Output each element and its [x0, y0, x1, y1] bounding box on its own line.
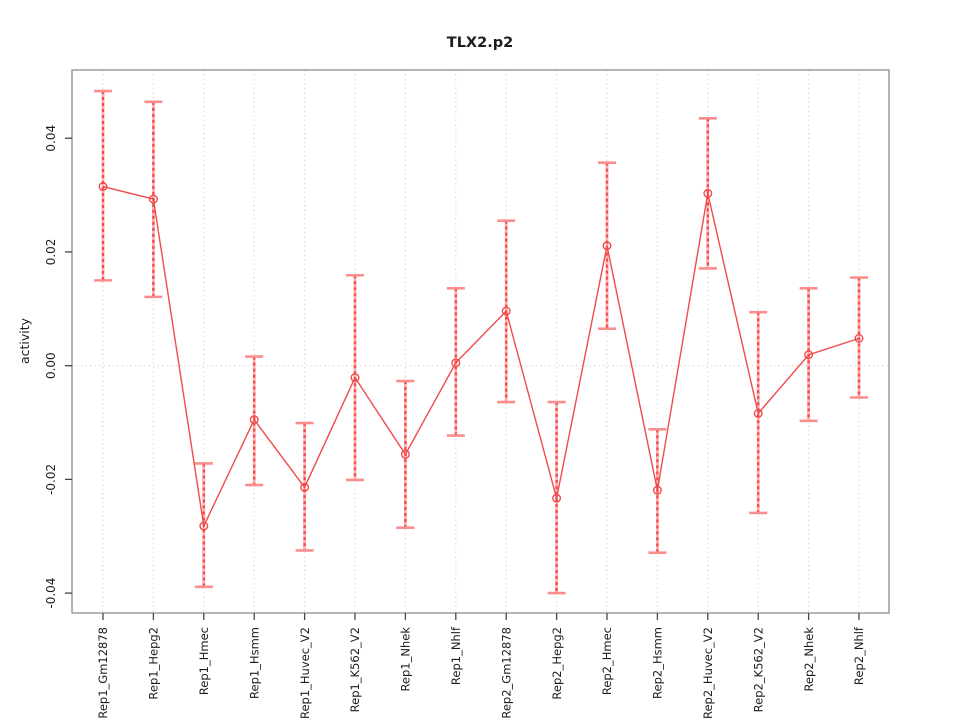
y-axis-label: activity: [17, 317, 32, 364]
x-category-label: Rep1_K562_V2: [348, 627, 362, 712]
x-category-label: Rep2_Nhlf: [852, 626, 866, 685]
data-point-marker: [501, 306, 511, 316]
data-point-marker: [199, 521, 209, 531]
y-tick-label: -0.04: [44, 578, 58, 609]
data-point-marker: [98, 182, 108, 192]
data-point-marker: [249, 415, 259, 425]
data-point-marker: [300, 482, 310, 492]
data-point-marker: [804, 350, 814, 360]
x-category-label: Rep1_Gm12878: [96, 627, 110, 719]
x-category-label: Rep2_Gm12878: [499, 627, 513, 719]
x-category-label: Rep2_Hepg2: [550, 627, 564, 700]
x-category-label: Rep1_Hmec: [197, 627, 211, 695]
x-category-label: Rep1_Huvec_V2: [298, 627, 312, 719]
data-point-marker: [350, 373, 360, 383]
data-point-marker: [602, 241, 612, 251]
chart-title: TLX2.p2: [447, 35, 513, 51]
x-category-label: Rep1_Nhlf: [449, 626, 463, 685]
data-point-marker: [854, 333, 864, 343]
data-point-marker: [400, 449, 410, 459]
x-category-label: Rep2_Huvec_V2: [701, 627, 715, 719]
data-point-marker: [552, 493, 562, 503]
data-point-marker: [652, 485, 662, 495]
data-point-marker: [148, 194, 158, 204]
series-line: [102, 185, 860, 529]
data-point-marker: [753, 408, 763, 418]
y-tick-label: -0.02: [44, 464, 58, 495]
y-tick-label: 0.04: [44, 125, 58, 152]
x-category-label: Rep1_Hepg2: [147, 627, 161, 700]
plot-layer: -0.04 -0.02 0.00 0.02 0.04 Rep1_Gm12878 Rep1_H…: [44, 69, 890, 719]
data-point-marker: [451, 358, 461, 368]
data-point-marker: [703, 188, 713, 198]
x-category-label: Rep2_Hsmm: [651, 627, 665, 699]
x-category-label: Rep2_Hmec: [600, 627, 614, 695]
y-tick-label: 0.02: [44, 239, 58, 266]
plot-frame: [71, 69, 890, 614]
x-category-label: Rep2_Nhek: [802, 627, 816, 692]
y-tick-label: 0.00: [44, 352, 58, 379]
x-category-label: Rep2_K562_V2: [751, 627, 765, 712]
x-category-label: Rep1_Nhek: [399, 627, 413, 692]
x-category-label: Rep1_Hsmm: [247, 627, 261, 699]
